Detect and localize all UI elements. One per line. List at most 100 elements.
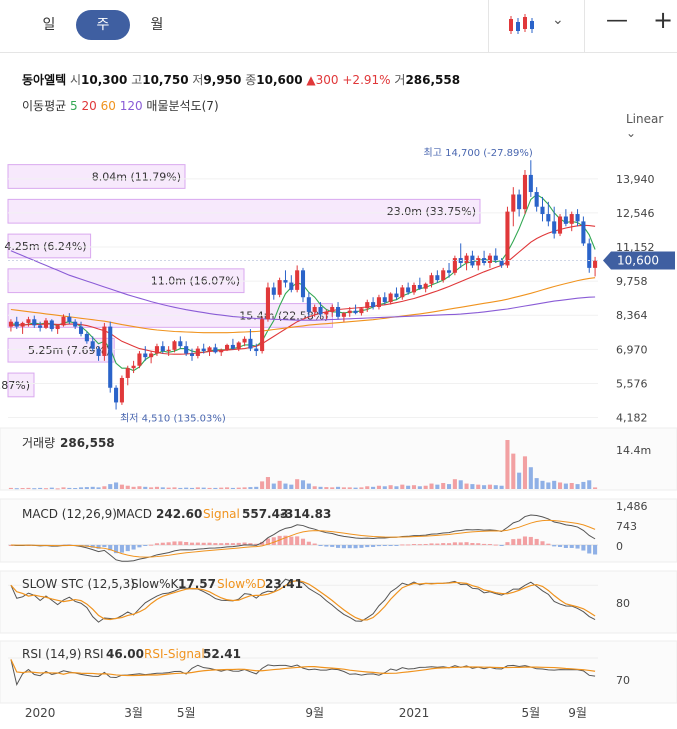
macd-histogram-bar: [318, 545, 323, 546]
macd-histogram-bar: [43, 545, 49, 546]
candle: [552, 206, 557, 239]
candle: [32, 315, 37, 328]
macd-histogram-bar: [359, 545, 364, 548]
candle: [26, 316, 31, 327]
volume-bar: [353, 487, 358, 489]
macd-name: MACD: [116, 507, 152, 521]
toolbar-divider: [584, 0, 585, 52]
toolbar-divider: [488, 0, 489, 52]
volume-bar: [295, 479, 300, 489]
candle-body: [429, 275, 434, 284]
candle-body: [470, 255, 475, 266]
candle-body: [14, 321, 19, 327]
macd-histogram-bar: [254, 543, 259, 545]
chevron-down-icon[interactable]: ⌄: [552, 12, 564, 28]
volume-bar: [394, 486, 399, 489]
zoom-in-icon[interactable]: +: [653, 6, 674, 34]
volume-bar: [242, 487, 247, 489]
volume-bar: [137, 486, 142, 489]
volume-profile-label: 매물분석도(7): [146, 99, 219, 113]
macd-signal-name: Signal: [203, 507, 240, 521]
x-tick-label: 2020: [25, 706, 56, 720]
volume-bar: [493, 485, 498, 489]
candlestick-icon[interactable]: [507, 14, 537, 36]
candle: [563, 209, 568, 227]
volume-bar: [336, 486, 341, 489]
high-label: 고: [131, 73, 143, 87]
macd-histogram-bar: [552, 545, 557, 547]
candle: [14, 316, 19, 330]
candle-body: [189, 353, 195, 356]
candle: [318, 302, 323, 317]
volume-bar: [61, 487, 66, 489]
candle-body: [318, 307, 323, 315]
volume-profile-label: 11.0m (16.07%): [151, 275, 240, 288]
candle-body: [248, 338, 253, 349]
scale-select[interactable]: Linear ⌄: [626, 112, 677, 140]
volume-profile-bar: [7, 233, 92, 259]
volume-profile-label: 8.04m (11.79%): [92, 171, 181, 184]
volume-bar: [300, 480, 306, 489]
volume-bar: [283, 483, 288, 489]
volume-bar: [546, 482, 551, 489]
candle: [569, 211, 574, 232]
volume-profile-bar: [7, 337, 115, 363]
macd-histogram-bar: [388, 545, 393, 546]
candle-body: [482, 258, 487, 263]
macd-histogram-bar: [365, 545, 370, 548]
candle: [540, 196, 545, 222]
indicator-panel-bg: [0, 640, 677, 704]
candle-body: [394, 293, 399, 298]
candle-body: [43, 320, 49, 328]
macd-axis-label: 0: [616, 540, 623, 553]
period-month-tab[interactable]: 월: [150, 17, 164, 33]
macd-histogram-bar: [189, 542, 195, 545]
volume-bar: [32, 488, 37, 490]
candle: [312, 304, 317, 317]
macd-histogram-bar: [505, 542, 510, 545]
candle-body: [242, 338, 247, 343]
candle: [336, 302, 341, 320]
macd-histogram-bar: [271, 537, 276, 545]
candle-body: [569, 214, 574, 224]
macd-histogram-bar: [102, 545, 107, 548]
candle: [283, 270, 288, 288]
macd-histogram-bar: [528, 536, 533, 545]
candle-body: [417, 285, 422, 289]
candle-body: [78, 326, 84, 334]
low-annotation: 최저 4,510 (135.03%): [120, 413, 226, 425]
period-week-tab[interactable]: 주: [76, 10, 130, 40]
candle-body: [73, 321, 78, 327]
candle: [546, 201, 551, 227]
candle-body: [505, 211, 510, 266]
macd-histogram-bar: [482, 543, 487, 545]
volume-profile-label: 5.25m (7.69%): [28, 344, 110, 357]
volume-bar: [330, 487, 335, 489]
macd-histogram-bar: [429, 543, 434, 545]
volume-bar: [476, 484, 481, 489]
candle: [587, 238, 592, 273]
candle: [528, 160, 533, 197]
candle-body: [38, 325, 43, 328]
candle: [254, 343, 259, 356]
candle: [341, 311, 346, 322]
volume-bar: [14, 488, 19, 490]
zoom-out-icon[interactable]: —: [606, 8, 628, 33]
volume-profile-bar: [7, 303, 333, 328]
volume-bar: [324, 487, 329, 489]
candle: [557, 214, 563, 237]
candle-body: [522, 174, 528, 210]
macd-histogram-bar: [137, 545, 142, 548]
macd-histogram-bar: [522, 536, 528, 545]
volume-bar: [20, 488, 25, 490]
candle: [376, 294, 381, 310]
candle-body: [108, 326, 113, 388]
volume-bar: [26, 487, 31, 489]
period-day-tab[interactable]: 일: [42, 17, 56, 33]
rsi-value: 46.00: [106, 647, 144, 661]
macd-histogram-bar: [324, 545, 329, 547]
candle: [429, 272, 434, 288]
low-value: 9,950: [203, 73, 242, 87]
macd-histogram-bar: [312, 543, 317, 545]
moving-average-legend[interactable]: 이동평균 5 20 60 120 매물분석도(7): [22, 97, 219, 114]
